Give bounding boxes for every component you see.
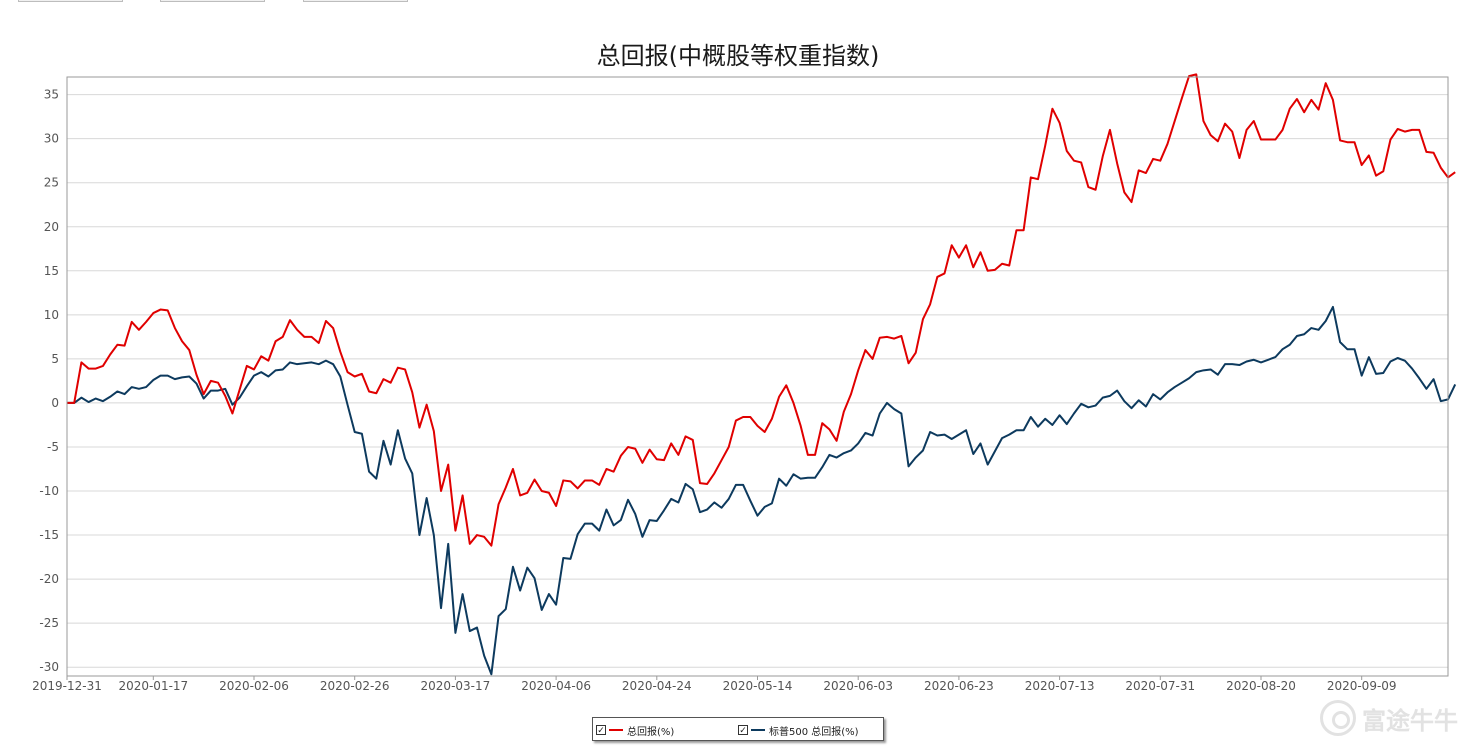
x-tick-label: 2020-07-13 [1025,679,1095,693]
series-lines [67,73,1457,676]
y-tick-label: 15 [44,264,59,278]
legend-item-total-return[interactable]: ✓ 总回报(%) [596,723,675,738]
y-tick-label: 20 [44,220,59,234]
y-tick-label: -15 [39,528,59,542]
toolbar-button-2[interactable] [160,0,265,2]
legend-label: 标普500 总回报(%) [769,726,859,738]
x-tick-label: 2020-03-17 [421,679,491,693]
x-tick-label: 2020-02-26 [320,679,390,693]
legend-item-sp500-return[interactable]: ✓ 标普500 总回报(%) [738,723,859,738]
legend-checkbox[interactable]: ✓ [596,725,606,736]
watermark-text: 富途牛牛 [1362,706,1458,735]
chart-legend: ✓ 总回报(%) ✓ 标普500 总回报(%) [592,717,884,741]
y-tick-label: 0 [51,396,59,410]
x-tick-label: 2020-06-23 [924,679,994,693]
legend-label: 总回报(%) [627,726,675,738]
y-tick-label: 10 [44,308,59,322]
x-tick-label: 2020-07-31 [1125,679,1195,693]
y-tick-label: -30 [39,660,59,674]
x-tick-label: 2020-02-06 [219,679,289,693]
x-axis-ticks: 2019-12-31 2020-01-17 2020-02-06 2020-02-26… [32,676,1397,693]
x-tick-label: 2020-04-06 [521,679,591,693]
x-tick-label: 2020-08-20 [1226,679,1296,693]
x-tick-label: 2020-06-03 [823,679,893,693]
toolbar-button-3[interactable] [303,0,408,2]
y-tick-label: -5 [47,440,59,454]
y-tick-label: 30 [44,132,59,146]
x-tick-label: 2020-05-14 [723,679,793,693]
chart-title: 总回报(中概股等权重指数) [596,42,880,70]
futu-watermark: 富途牛牛 [1320,700,1458,736]
legend-swatch-red [609,729,623,731]
plot-frame [66,76,1449,677]
x-tick-label: 2020-04-24 [622,679,692,693]
y-tick-label: -10 [39,484,59,498]
x-tick-label: 2020-09-09 [1327,679,1397,693]
y-tick-label: 5 [51,352,59,366]
futu-logo-icon [1320,700,1356,736]
toolbar-button-1[interactable] [18,0,123,2]
legend-checkbox[interactable]: ✓ [738,725,748,736]
series-line-total-return [67,73,1456,547]
chart-grid [67,94,1448,668]
y-tick-label: 25 [44,176,59,190]
y-tick-label: -20 [39,572,59,586]
y-axis-ticks: 35 30 25 20 15 10 5 0 -5 -10 -15 -20 -25 -30 [39,88,59,675]
y-tick-label: 35 [44,88,59,102]
line-chart: 35 30 25 20 15 10 5 0 -5 -10 -15 -20 -25 -30 2019-12-… [32,73,1457,693]
y-tick-label: -25 [39,616,59,630]
x-tick-label: 2019-12-31 [32,679,102,693]
x-tick-label: 2020-01-17 [118,679,188,693]
series-line-sp500-total-return [67,305,1457,676]
legend-swatch-navy [751,729,765,731]
